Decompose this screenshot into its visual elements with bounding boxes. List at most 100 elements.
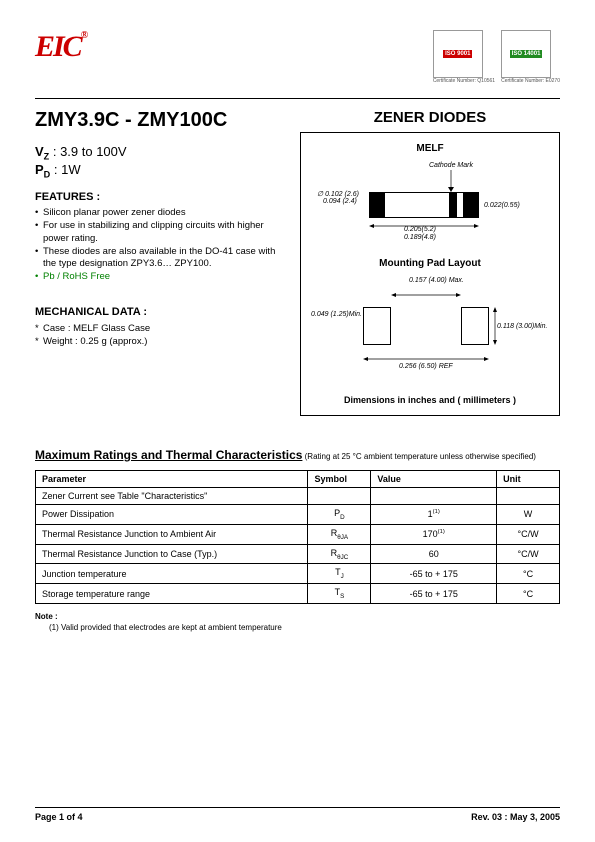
table-row: Power Dissipation PD 1(1) W — [36, 505, 560, 525]
table-row: Junction temperature TJ -65 to + 175 °C — [36, 564, 560, 584]
dim-gap-max: 0.157 (4.00) Max. — [409, 277, 464, 284]
melf-endcap-left — [369, 192, 385, 218]
cell-sym: PD — [308, 505, 371, 525]
mounting-pad-right — [461, 307, 489, 345]
cell-param: Power Dissipation — [36, 505, 308, 525]
part-number-title: ZMY3.9C - ZMY100C — [35, 109, 285, 132]
page-header: EIC® ISO 9001 Certificate Number: Q10561… — [35, 30, 560, 90]
dimensions-footer: Dimensions in inches and ( millimeters ) — [309, 395, 551, 405]
cert-badges: ISO 9001 Certificate Number: Q10561 ISO … — [433, 30, 560, 84]
dim-pad-w: 0.049 (1.25)Min. — [304, 311, 362, 318]
cell-param: Storage temperature range — [36, 584, 308, 604]
cell-val: 1(1) — [371, 505, 497, 525]
cert-badge-iso9001: ISO 9001 Certificate Number: Q10561 — [433, 30, 495, 84]
mech-item: Case : MELF Glass Case — [35, 322, 285, 335]
revision-date: Rev. 03 : May 3, 2005 — [471, 812, 560, 822]
cell-sym: TJ — [308, 564, 371, 584]
vz-label: V — [35, 144, 44, 159]
dim-pad-h: 0.118 (3.00)Min. — [497, 323, 547, 330]
cell-sym: TS — [308, 584, 371, 604]
mounting-drawing: 0.157 (4.00) Max. 0.049 (1.25)Min. 0.118… — [309, 277, 551, 387]
col-symbol: Symbol — [308, 471, 371, 488]
dim-total: 0.256 (6.50) REF — [399, 363, 453, 370]
cell-unit: °C — [497, 584, 560, 604]
logo-reg: ® — [81, 30, 86, 41]
cell-val: 170(1) — [371, 524, 497, 544]
mechanical-heading: MECHANICAL DATA : — [35, 306, 285, 318]
product-category-title: ZENER DIODES — [300, 109, 560, 126]
page-footer: Page 1 of 4 Rev. 03 : May 3, 2005 — [35, 807, 560, 822]
page-number: Page 1 of 4 — [35, 812, 83, 822]
cell-param: Thermal Resistance Junction to Ambient A… — [36, 524, 308, 544]
melf-title: MELF — [309, 143, 551, 154]
feature-item: These diodes are also available in the D… — [35, 246, 285, 272]
features-heading: FEATURES : — [35, 191, 285, 203]
ratings-table: Parameter Symbol Value Unit Zener Curren… — [35, 470, 560, 604]
cell-val — [371, 488, 497, 505]
mounting-pad-left — [363, 307, 391, 345]
diagram-box: MELF Cathode Mark ∅ 0.102 (2.6) 0.094 (2… — [300, 132, 560, 416]
feature-item: Silicon planar power zener diodes — [35, 207, 285, 220]
mounting-title: Mounting Pad Layout — [309, 258, 551, 269]
col-value: Value — [371, 471, 497, 488]
pd-value: : 1W — [50, 162, 80, 177]
main-content: ZMY3.9C - ZMY100C VZ : 3.9 to 100V PD : … — [35, 109, 560, 416]
header-separator — [35, 98, 560, 99]
melf-endcap-right — [463, 192, 479, 218]
mechanical-list: Case : MELF Glass Case Weight : 0.25 g (… — [35, 322, 285, 349]
len-dim-line — [369, 222, 479, 230]
key-specs: VZ : 3.9 to 100V PD : 1W — [35, 144, 285, 179]
cert-caption-2: Certificate Number: E0270 — [501, 78, 560, 84]
table-row: Storage temperature range TS -65 to + 17… — [36, 584, 560, 604]
dim-dia2: 0.094 (2.4) — [323, 198, 357, 205]
pd-spec: PD : 1W — [35, 162, 285, 180]
cert-badge-box-1: ISO 9001 — [433, 30, 483, 78]
cell-val: 60 — [371, 544, 497, 564]
cell-unit: °C — [497, 564, 560, 584]
cell-unit: W — [497, 505, 560, 525]
right-column: ZENER DIODES MELF Cathode Mark ∅ 0.102 (… — [300, 109, 560, 416]
cell-sym: RθJC — [308, 544, 371, 564]
dim-len2: 0.189(4.8) — [404, 234, 436, 241]
iso-14001-label: ISO 14001 — [510, 50, 543, 58]
gap-dim-line — [391, 291, 461, 299]
cell-param: Junction temperature — [36, 564, 308, 584]
cell-val: -65 to + 175 — [371, 564, 497, 584]
melf-drawing: Cathode Mark ∅ 0.102 (2.6) 0.094 (2.4) 0… — [309, 162, 551, 252]
rohs-item: Pb / RoHS Free — [35, 271, 285, 284]
cell-sym: RθJA — [308, 524, 371, 544]
vz-spec: VZ : 3.9 to 100V — [35, 144, 285, 162]
mech-item: Weight : 0.25 g (approx.) — [35, 335, 285, 348]
ratings-inline-note: (Rating at 25 °C ambient temperature unl… — [302, 452, 536, 461]
feature-item: For use in stabilizing and clipping circ… — [35, 220, 285, 246]
table-header-row: Parameter Symbol Value Unit — [36, 471, 560, 488]
pad-h-dim-line — [491, 307, 499, 345]
table-row: Zener Current see Table "Characteristics… — [36, 488, 560, 505]
cell-unit: °C/W — [497, 544, 560, 564]
pd-label: P — [35, 162, 44, 177]
features-list: Silicon planar power zener diodes For us… — [35, 207, 285, 284]
logo: EIC® — [35, 30, 86, 64]
vz-value: : 3.9 to 100V — [49, 144, 126, 159]
dim-band: 0.022(0.55) — [484, 202, 520, 209]
footnote-block: Note : (1) Valid provided that electrode… — [35, 612, 560, 632]
dim-dia-sym: ∅ 0.102 (2.6) — [317, 190, 359, 198]
cell-unit: °C/W — [497, 524, 560, 544]
cell-param: Zener Current see Table "Characteristics… — [36, 488, 308, 505]
table-row: Thermal Resistance Junction to Case (Typ… — [36, 544, 560, 564]
col-parameter: Parameter — [36, 471, 308, 488]
cell-val: -65 to + 175 — [371, 584, 497, 604]
cell-param: Thermal Resistance Junction to Case (Typ… — [36, 544, 308, 564]
footnote-text: (1) Valid provided that electrodes are k… — [35, 623, 560, 632]
col-unit: Unit — [497, 471, 560, 488]
table-row: Thermal Resistance Junction to Ambient A… — [36, 524, 560, 544]
cert-badge-iso14001: ISO 14001 Certificate Number: E0270 — [501, 30, 560, 84]
ratings-title: Maximum Ratings and Thermal Characterist… — [35, 448, 302, 462]
iso-9001-label: ISO 9001 — [443, 50, 472, 58]
cert-caption-1: Certificate Number: Q10561 — [433, 78, 495, 84]
cathode-mark-label: Cathode Mark — [429, 162, 473, 169]
melf-cathode-band — [449, 192, 457, 218]
logo-text: EIC — [35, 30, 81, 63]
left-column: ZMY3.9C - ZMY100C VZ : 3.9 to 100V PD : … — [35, 109, 285, 416]
cert-badge-box-2: ISO 14001 — [501, 30, 551, 78]
